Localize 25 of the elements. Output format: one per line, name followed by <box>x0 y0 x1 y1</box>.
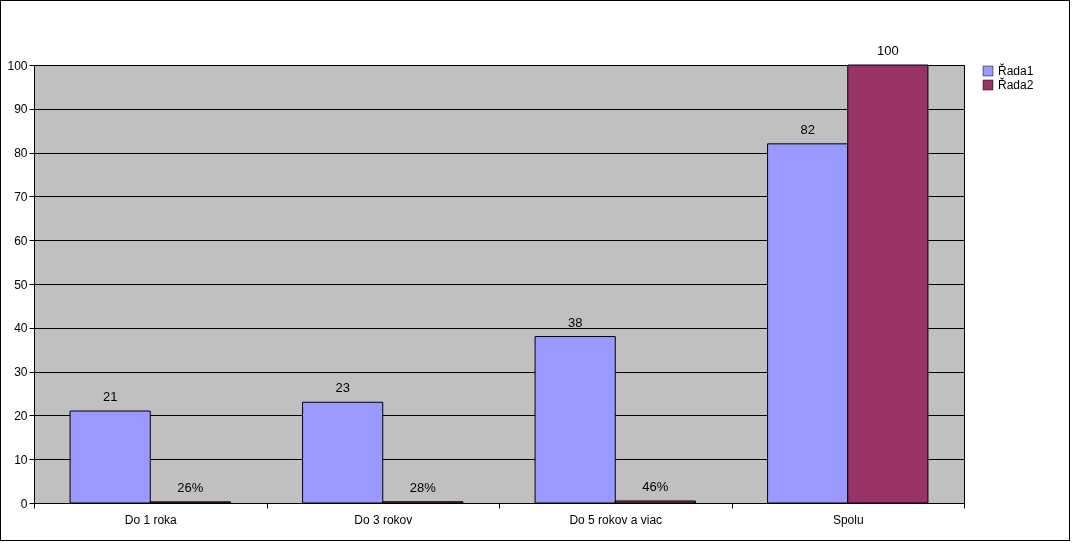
x-tick-label: Spolu <box>832 512 864 527</box>
legend-label: Řada2 <box>998 77 1034 92</box>
y-tick-label: 40 <box>14 321 28 336</box>
y-tick-label: 90 <box>14 102 28 117</box>
legend-label: Řada1 <box>998 63 1034 78</box>
y-tick-label: 80 <box>14 146 28 161</box>
y-tick-label: 100 <box>7 58 28 73</box>
y-tick-label: 30 <box>14 365 28 380</box>
data-label: 23 <box>335 380 350 396</box>
x-tick-label: Do 1 roka <box>124 512 178 527</box>
data-label: 21 <box>102 389 118 405</box>
data-label: 28% <box>409 479 437 495</box>
x-tick-label: Do 3 rokov <box>354 512 413 527</box>
y-tick-label: 20 <box>14 408 28 423</box>
data-label: 100 <box>876 43 899 58</box>
data-label: 26% <box>177 479 204 495</box>
x-tick-label: Do 5 rokov a viac <box>569 512 663 527</box>
y-tick-label: 60 <box>14 233 28 248</box>
y-tick-label: 50 <box>14 277 28 292</box>
y-tick-label: 10 <box>14 452 28 467</box>
data-label: 46% <box>642 478 669 494</box>
data-label: 82 <box>800 121 815 137</box>
y-tick-label: 70 <box>14 189 28 204</box>
data-label: 38 <box>567 314 583 330</box>
y-tick-label: 0 <box>20 496 28 511</box>
